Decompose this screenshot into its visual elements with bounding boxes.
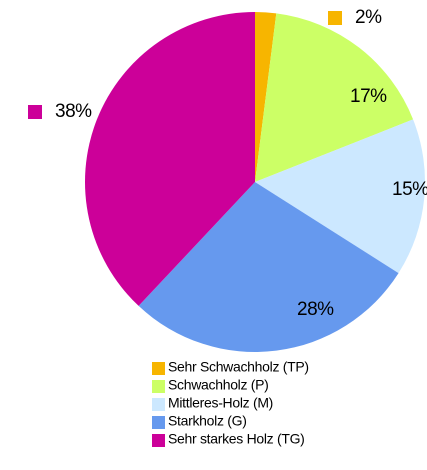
legend-label: Sehr starkes Holz (TG)	[168, 431, 305, 447]
value-label: 2%	[355, 7, 382, 28]
value-label: 28%	[297, 299, 334, 320]
pie-slice	[138, 182, 399, 353]
value-label: 38%	[55, 101, 92, 122]
pie-slice	[255, 119, 426, 274]
legend-label: Sehr Schwachholz (TP)	[168, 359, 309, 375]
pie-slice	[255, 12, 277, 182]
value-label: 15%	[392, 179, 427, 200]
legend-label: Mittleres-Holz (M)	[168, 395, 273, 411]
value-label: 17%	[350, 86, 387, 107]
legend-label: Schwachholz (P)	[168, 377, 269, 393]
legend-label: Starkholz (G)	[168, 413, 247, 429]
legend-swatch	[152, 380, 165, 393]
pie-slice	[85, 12, 255, 306]
pie-slice	[255, 13, 414, 183]
legend-swatch	[152, 362, 165, 375]
legend-swatch	[152, 416, 165, 429]
label-swatch	[328, 11, 342, 25]
legend-swatch	[152, 434, 165, 447]
legend-swatch	[152, 398, 165, 411]
label-swatch	[28, 105, 42, 119]
